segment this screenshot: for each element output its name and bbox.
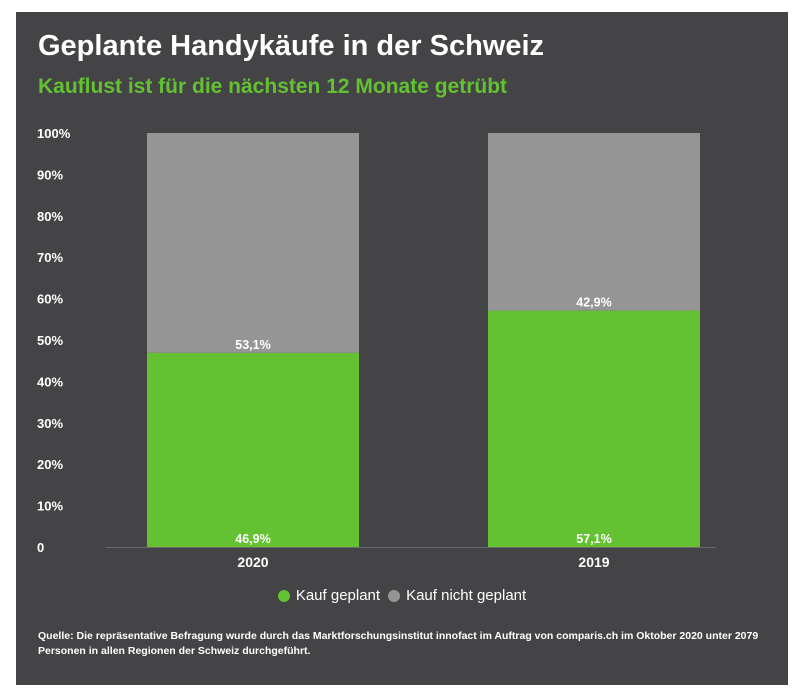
y-tick-label: 30%: [37, 416, 63, 431]
y-tick-label: 10%: [37, 499, 63, 514]
source-note: Quelle: Die repräsentative Befragung wur…: [38, 630, 759, 657]
y-tick-label: 0: [37, 540, 44, 555]
y-tick-label: 80%: [37, 209, 63, 224]
legend-item: Kauf nicht geplant: [388, 587, 526, 604]
y-tick-label: 70%: [37, 250, 63, 265]
bar-kauf-nicht-geplant-2020: [147, 133, 359, 353]
bar-kauf-nicht-geplant-2019: [488, 133, 700, 311]
data-label: 46,9%: [235, 532, 270, 546]
legend-label: Kauf nicht geplant: [406, 587, 527, 604]
bar-kauf-geplant-2020: [147, 352, 359, 547]
y-tick-label: 40%: [37, 374, 63, 389]
legend-swatch: [277, 589, 290, 602]
y-tick-label: 50%: [37, 333, 63, 348]
data-label: 53,1%: [235, 338, 270, 352]
y-tick-label: 20%: [37, 457, 63, 472]
chart-title: Geplante Handykäufe in der Schweiz: [38, 30, 545, 62]
x-category-label: 2019: [578, 554, 609, 570]
y-tick-label: 100%: [37, 126, 71, 141]
chart-panel: Geplante Handykäufe in der Schweiz Kaufl…: [16, 12, 788, 685]
data-label: 57,1%: [576, 532, 611, 546]
stacked-bar-chart: 0 10% 20% 30% 40% 50% 60% 70% 80% 90% 100% 46,9% 53,…: [37, 126, 716, 570]
y-tick-label: 60%: [37, 292, 63, 307]
chart-legend: Kauf geplant Kauf nicht geplant: [16, 587, 788, 606]
legend-swatch: [388, 589, 401, 602]
legend-label: Kauf geplant: [295, 587, 381, 604]
data-label: 42,9%: [576, 296, 611, 310]
bar-kauf-geplant-2019: [488, 310, 700, 547]
x-category-label: 2020: [237, 554, 268, 570]
legend-item: Kauf geplant: [277, 587, 381, 604]
y-tick-label: 90%: [37, 167, 63, 182]
chart-subtitle: Kauflust ist für die nächsten 12 Monate …: [38, 75, 508, 98]
